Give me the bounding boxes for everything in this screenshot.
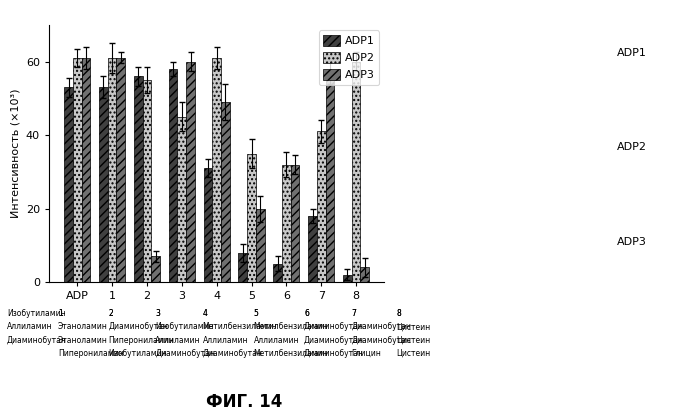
Text: 8: 8 bbox=[396, 309, 401, 318]
Bar bbox=[151, 256, 160, 282]
Text: 5: 5 bbox=[254, 309, 259, 318]
Bar bbox=[134, 76, 143, 282]
Text: ADP1: ADP1 bbox=[617, 48, 647, 58]
Text: Этаноламин: Этаноламин bbox=[58, 322, 108, 332]
Bar bbox=[247, 154, 256, 282]
Text: 7: 7 bbox=[352, 309, 356, 318]
Text: Диаминобутан: Диаминобутан bbox=[304, 322, 364, 332]
Text: ФИГ. 14: ФИГ. 14 bbox=[206, 393, 283, 411]
Text: 4: 4 bbox=[203, 309, 208, 318]
Text: Аллиламин: Аллиламин bbox=[203, 336, 248, 345]
Bar bbox=[186, 62, 195, 282]
Bar bbox=[352, 62, 361, 282]
Bar bbox=[212, 58, 221, 282]
Legend: ADP1, ADP2, ADP3: ADP1, ADP2, ADP3 bbox=[319, 30, 379, 85]
Text: Изобутиламин: Изобутиламин bbox=[108, 349, 167, 358]
Bar bbox=[361, 268, 369, 282]
Text: 3: 3 bbox=[155, 309, 160, 318]
Text: Метилбензиламин: Метилбензиламин bbox=[254, 349, 329, 358]
Text: Аллиламин: Аллиламин bbox=[7, 322, 52, 332]
Bar bbox=[238, 253, 247, 282]
Text: 2: 2 bbox=[108, 309, 113, 318]
Text: Цистеин: Цистеин bbox=[396, 336, 431, 345]
Bar bbox=[291, 165, 299, 282]
Bar bbox=[343, 275, 352, 282]
Text: Пиперониламин: Пиперониламин bbox=[108, 336, 174, 345]
Bar bbox=[256, 209, 265, 282]
Text: 6: 6 bbox=[304, 309, 309, 318]
Bar bbox=[221, 102, 230, 282]
Bar bbox=[108, 58, 117, 282]
Text: Цистеин: Цистеин bbox=[396, 322, 431, 332]
Text: Диаминобутан: Диаминобутан bbox=[304, 349, 364, 358]
Text: Аллиламин: Аллиламин bbox=[254, 336, 299, 345]
Text: 7: 7 bbox=[352, 309, 356, 318]
Bar bbox=[282, 165, 291, 282]
Bar bbox=[326, 73, 334, 282]
Text: ADP2: ADP2 bbox=[617, 142, 647, 152]
Text: Глицин: Глицин bbox=[352, 349, 382, 358]
Bar bbox=[273, 264, 282, 282]
Text: ADP3: ADP3 bbox=[617, 237, 647, 247]
Text: Диаминобутан: Диаминобутан bbox=[7, 336, 67, 345]
Bar bbox=[99, 88, 108, 282]
Text: 4: 4 bbox=[203, 309, 208, 318]
Text: Изобутиламин: Изобутиламин bbox=[155, 322, 214, 332]
Text: 8: 8 bbox=[396, 309, 401, 318]
Text: Метилбензиламин: Метилбензиламин bbox=[203, 322, 278, 332]
Text: Диаминобутан: Диаминобутан bbox=[304, 336, 364, 345]
Bar bbox=[168, 69, 178, 282]
Text: Цистеин: Цистеин bbox=[396, 349, 431, 358]
Text: Диаминобутан: Диаминобутан bbox=[108, 322, 168, 332]
Bar bbox=[117, 58, 125, 282]
Text: Диаминобутан: Диаминобутан bbox=[155, 349, 215, 358]
Text: Диаминобутан: Диаминобутан bbox=[352, 336, 412, 345]
Text: Диаминобутан: Диаминобутан bbox=[352, 322, 412, 332]
Text: 5: 5 bbox=[254, 309, 259, 318]
Bar bbox=[143, 80, 151, 282]
Bar bbox=[82, 58, 90, 282]
Bar bbox=[203, 168, 212, 282]
Bar bbox=[308, 216, 317, 282]
Text: 6: 6 bbox=[304, 309, 309, 318]
Bar bbox=[178, 117, 186, 282]
Bar bbox=[73, 58, 82, 282]
Text: 1: 1 bbox=[58, 309, 63, 318]
Text: Аллиламин: Аллиламин bbox=[155, 336, 201, 345]
Text: 3: 3 bbox=[155, 309, 160, 318]
Y-axis label: Интенсивность (×10³): Интенсивность (×10³) bbox=[10, 89, 20, 218]
Bar bbox=[317, 132, 326, 282]
Text: 1: 1 bbox=[58, 309, 63, 318]
Text: Этаноламин: Этаноламин bbox=[58, 336, 108, 345]
Bar bbox=[64, 88, 73, 282]
Text: Пиперониламин: Пиперониламин bbox=[58, 349, 124, 358]
Text: 2: 2 bbox=[108, 309, 113, 318]
Text: Диаминобутан: Диаминобутан bbox=[203, 349, 263, 358]
Text: Метилбензиламин: Метилбензиламин bbox=[254, 322, 329, 332]
Text: Изобутиламин: Изобутиламин bbox=[7, 309, 66, 318]
